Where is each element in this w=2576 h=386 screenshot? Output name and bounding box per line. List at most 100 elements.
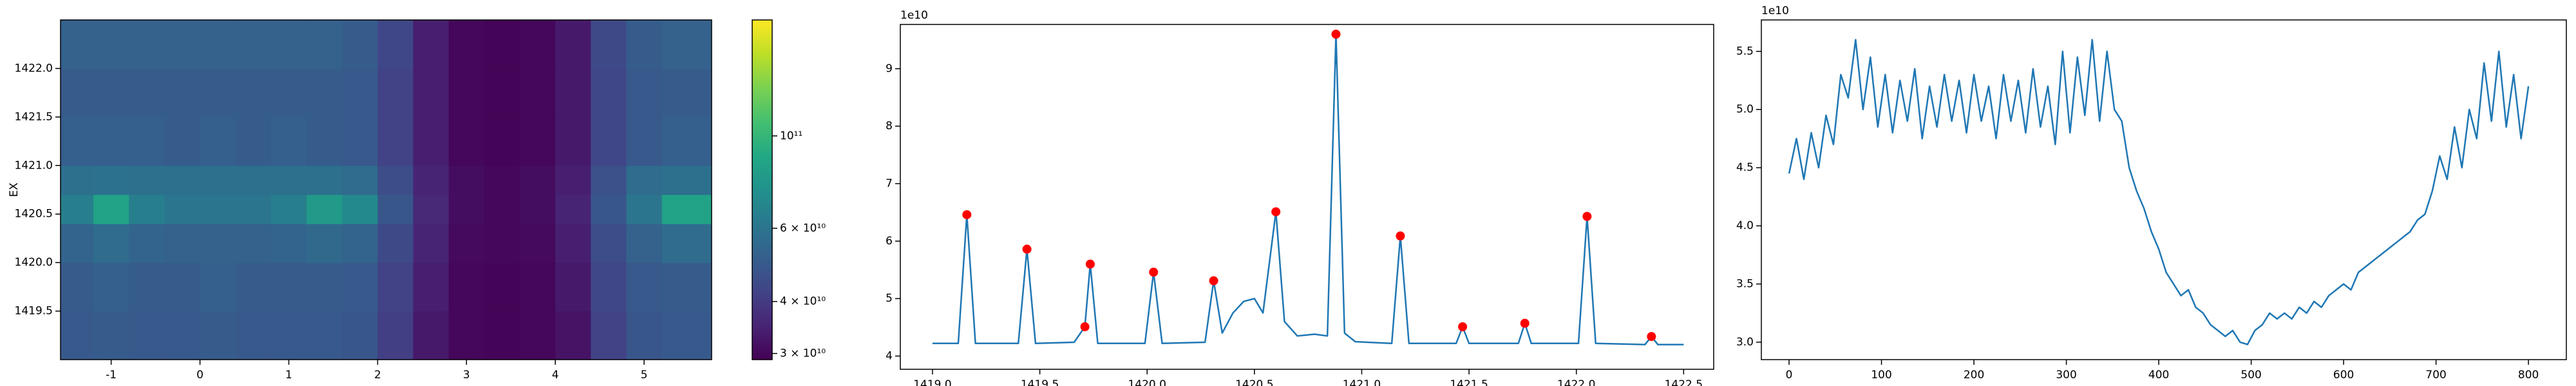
x-tick-label: 1421.0 [1343, 378, 1381, 386]
y-tick-label: 5.0 [1736, 103, 1754, 116]
heatmap-cell [270, 194, 307, 225]
x-tick-label: 4 [552, 369, 559, 381]
heatmap-cell [164, 223, 201, 263]
heatmap-cell [93, 223, 129, 263]
y-axis-label: EX [8, 182, 21, 197]
heatmap-cell [235, 165, 272, 196]
heatmap-cell [342, 194, 378, 225]
heatmap-cell [484, 116, 520, 166]
heatmap-cell [377, 262, 414, 312]
heatmap-cell [520, 165, 556, 196]
heatmap-cell [200, 68, 236, 118]
heatmap-cell [270, 68, 307, 118]
heatmap-cell [235, 194, 272, 225]
heatmap-cell [661, 194, 712, 225]
heatmap-cell [591, 68, 627, 118]
y-tick-label: 9 [886, 62, 893, 75]
heatmap-cell [129, 116, 165, 166]
heatmap-cell [61, 311, 94, 360]
heatmap-cell [307, 262, 343, 312]
heatmap-cell [164, 165, 201, 196]
heatmap-cell [448, 262, 485, 312]
heatmap-cell [413, 116, 450, 166]
heatmap-cell [200, 194, 236, 225]
y-tick-label: 1420.5 [15, 208, 53, 221]
heatmap-cell [555, 311, 591, 360]
heatmap-cell [413, 262, 450, 312]
heatmap-cell [307, 165, 343, 196]
axes-frame [900, 24, 1714, 370]
y-tick-label: 1421.5 [15, 111, 53, 124]
heatmap-cell [164, 116, 201, 166]
y-tick-label: 6 [886, 235, 893, 248]
heatmap-cell [270, 223, 307, 263]
heatmap-cell [484, 68, 520, 118]
heatmap-cell [413, 68, 450, 118]
heatmap-cell [93, 116, 129, 166]
y-tick-label: 3.5 [1736, 277, 1754, 290]
heatmap-cell [484, 165, 520, 196]
heatmap-cell [591, 223, 627, 263]
offset-label: 1e10 [1761, 5, 1789, 17]
heatmap-cell [342, 223, 378, 263]
heatmap-cell [129, 68, 165, 118]
peak-marker [1582, 212, 1592, 221]
peak-marker [1647, 332, 1656, 342]
heatmap-cell [448, 223, 485, 263]
heatmap-cell [626, 194, 663, 225]
heatmap-cell [200, 262, 236, 312]
heatmap-cell [413, 20, 450, 69]
x-tick-label: 800 [2518, 369, 2539, 381]
heatmap-cell [555, 68, 591, 118]
heatmap-cell [235, 262, 272, 312]
heatmap-cell [129, 165, 165, 196]
heatmap-cell [377, 223, 414, 263]
heatmap-cell [235, 311, 272, 360]
heatmap-cell [555, 116, 591, 166]
x-tick-label: 600 [2333, 369, 2354, 381]
y-tick-label: 5.5 [1736, 45, 1754, 58]
heatmap-cell [342, 311, 378, 360]
y-tick-label: 5 [886, 292, 893, 305]
heatmap-cell [93, 68, 129, 118]
x-tick-label: 0 [196, 369, 204, 381]
heatmap-cell [520, 68, 556, 118]
heatmap-cell [448, 311, 485, 360]
heatmap-cell [626, 165, 663, 196]
heatmap-cell [377, 20, 414, 69]
x-tick-label: 1420.5 [1235, 378, 1273, 386]
heatmap-cell [626, 262, 663, 312]
heatmap-cell [413, 223, 450, 263]
heatmap-cell [591, 262, 627, 312]
heatmap-cell [164, 68, 201, 118]
x-tick-label: 1419.0 [913, 378, 951, 386]
x-tick-label: 2 [374, 369, 381, 381]
heatmap-cell [484, 194, 520, 225]
heatmap-cell [626, 223, 663, 263]
offset-label: 1e10 [900, 9, 928, 22]
heatmap-cell [520, 116, 556, 166]
heatmap-cell [129, 223, 165, 263]
heatmap-cell [61, 68, 94, 118]
heatmap-cell [307, 194, 343, 225]
heatmap-cell [307, 311, 343, 360]
heatmap-cell [555, 194, 591, 225]
x-tick-label: -1 [106, 369, 117, 381]
heatmap-cell [555, 262, 591, 312]
peak-marker [1331, 30, 1341, 39]
heatmap-cell [164, 262, 201, 312]
x-tick-label: 0 [1786, 369, 1793, 381]
heatmap-cell [235, 223, 272, 263]
y-tick-label: 4 [886, 349, 893, 362]
heatmap-cell [661, 68, 712, 118]
y-tick-label: 4.0 [1736, 219, 1754, 232]
heatmap-cell [555, 223, 591, 263]
heatmap-cell [626, 68, 663, 118]
heatmap-cell [200, 116, 236, 166]
x-tick-label: 200 [1964, 369, 1984, 381]
heatmap-cell [448, 165, 485, 196]
y-tick-label: 1419.5 [15, 305, 53, 318]
x-tick-label: 500 [2240, 369, 2261, 381]
heatmap-cell [307, 68, 343, 118]
